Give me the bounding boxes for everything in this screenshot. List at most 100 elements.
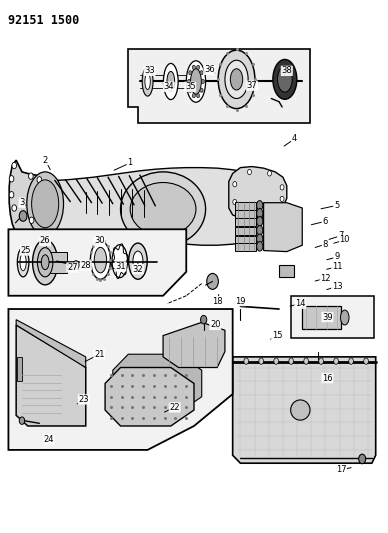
Polygon shape xyxy=(233,357,376,463)
Polygon shape xyxy=(163,322,225,368)
Circle shape xyxy=(280,196,284,201)
Circle shape xyxy=(29,173,33,179)
Circle shape xyxy=(248,169,251,175)
Ellipse shape xyxy=(218,50,255,109)
Bar xyxy=(235,236,256,243)
Ellipse shape xyxy=(230,69,243,90)
Circle shape xyxy=(233,182,237,187)
Text: 12: 12 xyxy=(320,273,331,282)
Text: 32: 32 xyxy=(133,265,143,273)
Circle shape xyxy=(200,71,203,75)
Ellipse shape xyxy=(291,400,310,420)
Bar xyxy=(235,210,256,217)
Text: 3: 3 xyxy=(19,198,25,207)
Polygon shape xyxy=(229,166,287,219)
Circle shape xyxy=(19,417,25,424)
Ellipse shape xyxy=(341,310,349,325)
Polygon shape xyxy=(16,325,86,426)
Circle shape xyxy=(259,358,263,365)
Ellipse shape xyxy=(33,240,58,285)
Polygon shape xyxy=(105,368,194,426)
Ellipse shape xyxy=(41,255,49,270)
Ellipse shape xyxy=(256,241,263,251)
Ellipse shape xyxy=(256,200,263,210)
Circle shape xyxy=(73,261,79,269)
Circle shape xyxy=(37,176,42,183)
Ellipse shape xyxy=(133,251,143,271)
Circle shape xyxy=(200,88,203,92)
Text: 26: 26 xyxy=(40,237,50,246)
Text: 2: 2 xyxy=(43,156,48,165)
Ellipse shape xyxy=(17,248,29,277)
Text: 14: 14 xyxy=(295,299,306,308)
Ellipse shape xyxy=(37,248,53,277)
Bar xyxy=(235,218,256,225)
Ellipse shape xyxy=(94,247,107,273)
Text: 15: 15 xyxy=(272,331,282,340)
Circle shape xyxy=(244,358,248,365)
Bar xyxy=(235,243,256,251)
Circle shape xyxy=(268,171,272,176)
Text: 39: 39 xyxy=(322,312,333,321)
Circle shape xyxy=(44,184,48,191)
Text: 18: 18 xyxy=(212,296,222,305)
Ellipse shape xyxy=(225,60,248,99)
Text: 30: 30 xyxy=(94,237,105,246)
Ellipse shape xyxy=(167,71,175,92)
Text: 19: 19 xyxy=(235,296,246,305)
Text: 21: 21 xyxy=(94,350,104,359)
Ellipse shape xyxy=(27,172,64,236)
Ellipse shape xyxy=(191,69,201,94)
Ellipse shape xyxy=(256,234,263,244)
Ellipse shape xyxy=(256,216,263,226)
Circle shape xyxy=(304,358,308,365)
Text: 35: 35 xyxy=(185,82,196,91)
Circle shape xyxy=(9,175,14,182)
Ellipse shape xyxy=(90,241,111,279)
Text: 24: 24 xyxy=(44,435,54,444)
Text: 22: 22 xyxy=(170,403,180,412)
Ellipse shape xyxy=(112,245,128,278)
Circle shape xyxy=(359,454,365,464)
Circle shape xyxy=(201,316,207,324)
Text: 92151 1500: 92151 1500 xyxy=(9,14,80,27)
Circle shape xyxy=(45,210,49,216)
Circle shape xyxy=(349,358,353,365)
Ellipse shape xyxy=(130,182,196,236)
Circle shape xyxy=(268,210,272,215)
Text: 11: 11 xyxy=(332,262,342,271)
Text: 27: 27 xyxy=(67,263,78,272)
Polygon shape xyxy=(16,320,86,368)
Ellipse shape xyxy=(142,67,153,96)
Circle shape xyxy=(187,79,191,84)
Circle shape xyxy=(19,211,27,221)
Bar xyxy=(43,252,67,273)
Circle shape xyxy=(207,273,218,289)
Ellipse shape xyxy=(145,74,150,90)
Ellipse shape xyxy=(256,225,263,235)
Circle shape xyxy=(197,93,200,98)
Circle shape xyxy=(334,358,338,365)
Text: 10: 10 xyxy=(340,236,350,245)
Text: 34: 34 xyxy=(164,82,174,91)
Text: 8: 8 xyxy=(323,240,328,249)
Circle shape xyxy=(280,185,284,190)
Text: 7: 7 xyxy=(338,231,344,240)
Polygon shape xyxy=(9,229,186,296)
Text: 17: 17 xyxy=(336,465,346,474)
Ellipse shape xyxy=(256,208,263,218)
Ellipse shape xyxy=(277,67,292,92)
Circle shape xyxy=(189,88,192,92)
Polygon shape xyxy=(263,203,302,252)
Ellipse shape xyxy=(32,180,59,228)
Circle shape xyxy=(29,217,34,223)
Text: 13: 13 xyxy=(332,282,342,291)
Circle shape xyxy=(197,65,200,69)
Circle shape xyxy=(248,212,251,217)
Polygon shape xyxy=(12,167,287,257)
Text: 28: 28 xyxy=(80,261,91,270)
Text: 37: 37 xyxy=(247,81,257,90)
Text: 4: 4 xyxy=(292,134,297,143)
Circle shape xyxy=(9,191,14,198)
Circle shape xyxy=(189,71,192,75)
